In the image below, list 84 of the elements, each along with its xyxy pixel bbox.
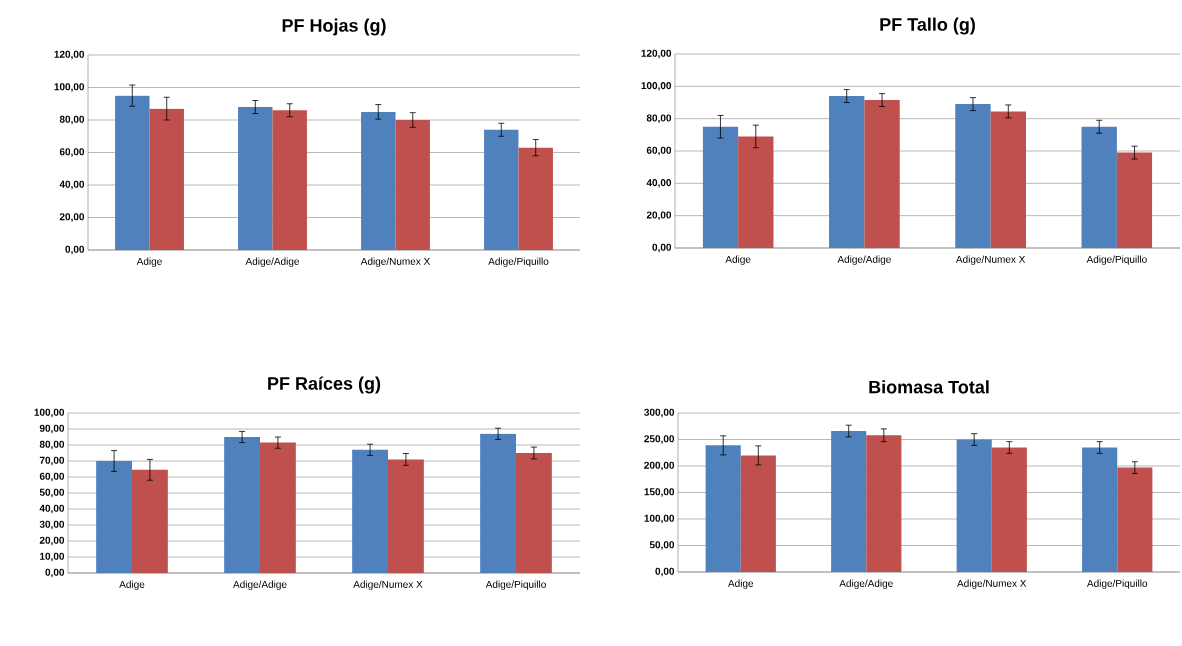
x-tick-label: Adige [136,257,162,267]
bar [115,95,150,250]
y-tick-label: 80,00 [646,114,672,123]
x-tick-label: Adige/Numex X [957,579,1027,589]
bar [272,110,307,250]
bar [829,96,865,248]
y-tick-label: 20,00 [59,213,85,222]
bar [484,129,519,250]
y-tick-label: 60,00 [39,472,65,482]
bar [518,147,553,250]
y-tick-label: 100,00 [34,408,65,418]
bar [260,442,296,574]
bar [388,459,424,574]
y-tick-label: 40,00 [39,504,65,514]
y-tick-label: 60,00 [59,148,85,157]
bar [1116,152,1153,248]
bar [1082,447,1118,573]
bar [224,437,261,574]
bar [990,111,1026,248]
chart-title: Biomasa Total [869,380,989,394]
chart-title: PF Hojas (g) [282,18,386,36]
bar [831,431,867,573]
bar [361,111,396,250]
chart-title: PF Raíces (g) [268,376,381,394]
bar [395,120,430,250]
x-tick-label: Adige [119,580,145,590]
bar [956,439,992,573]
y-tick-label: 0,00 [652,243,672,253]
bar [1081,126,1117,248]
y-tick-label: 100,00 [644,514,675,524]
y-tick-label: 50,00 [649,541,675,550]
y-tick-label: 40,00 [59,180,85,190]
x-tick-label: Adige/Adige [837,255,891,265]
chart-title: PF Tallo (g) [880,17,975,35]
x-tick-label: Adige/Piquillo [1086,579,1148,589]
x-tick-label: Adige/Piquillo [488,257,549,267]
y-tick-label: 40,00 [646,179,672,188]
y-tick-label: 80,00 [59,115,85,125]
y-tick-label: 300,00 [644,408,675,418]
y-tick-label: 150,00 [644,488,675,497]
y-tick-label: 250,00 [644,435,675,444]
bar [866,435,902,573]
x-tick-label: Adige/Numex X [955,255,1026,265]
bar [702,126,739,248]
y-tick-label: 20,00 [39,536,65,546]
x-tick-label: Adige [727,579,754,589]
x-tick-label: Adige/Adige [245,257,300,267]
y-tick-label: 90,00 [39,424,65,434]
bar [991,447,1027,573]
y-tick-label: 120,00 [54,50,85,60]
bar [738,136,774,248]
bar [1117,467,1153,573]
y-tick-label: 100,00 [641,82,672,91]
bar [705,445,741,573]
bar [516,453,552,574]
y-tick-label: 10,00 [40,552,65,562]
x-tick-label: Adige/Numex X [360,257,431,267]
x-tick-label: Adige [725,255,751,265]
bar [740,455,776,573]
bar [238,107,273,250]
bar [864,100,900,248]
x-tick-label: Adige/Piquillo [1086,255,1147,265]
y-tick-label: 0,00 [655,567,675,577]
y-tick-label: 0,00 [65,245,85,255]
bar [352,449,389,574]
y-tick-label: 30,00 [39,520,65,530]
y-tick-label: 60,00 [646,146,672,156]
y-tick-label: 100,00 [54,83,85,92]
x-tick-label: Adige/Adige [233,580,287,590]
bar [149,108,184,250]
y-tick-label: 70,00 [39,456,65,466]
x-tick-label: Adige/Adige [839,579,893,589]
y-tick-label: 0,00 [45,568,65,578]
x-tick-label: Adige/Numex X [353,580,423,590]
bar [132,469,168,574]
bar [96,461,133,574]
y-tick-label: 50,00 [39,488,65,498]
y-tick-label: 20,00 [646,211,672,220]
bar [955,104,991,248]
y-tick-label: 200,00 [644,461,675,471]
x-tick-label: Adige/Piquillo [485,580,546,590]
y-tick-label: 80,00 [39,440,65,450]
bar [480,433,517,574]
y-tick-label: 120,00 [641,49,672,59]
